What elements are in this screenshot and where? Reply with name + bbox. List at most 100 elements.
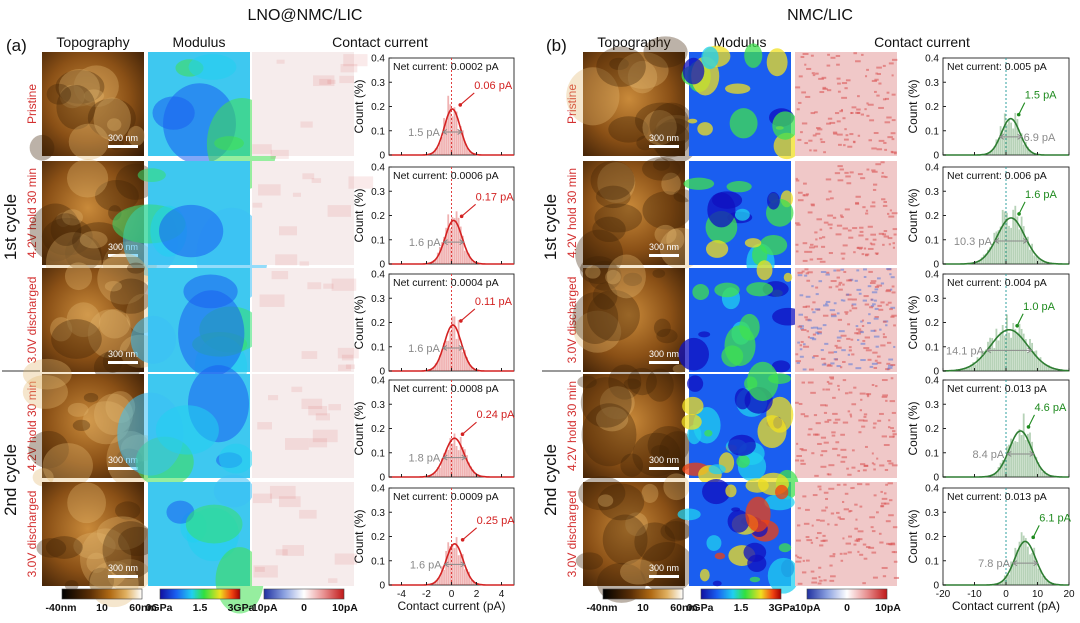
- gaussian-fit-line: [389, 219, 514, 265]
- histogram-bar: [468, 462, 470, 477]
- histogram-bar: [1006, 446, 1008, 477]
- current-speckle: [307, 282, 322, 290]
- scalebar-label: 300 nm: [649, 563, 679, 573]
- histogram-plot: 8.4 pA 4.6 pA Net current: 0.013 pA 0 0.1 0.2…: [906, 376, 1070, 484]
- topography-grain: [83, 89, 105, 103]
- current-speckle: [872, 238, 877, 241]
- y-tick-label: 0.3: [925, 187, 939, 198]
- current-speckle: [837, 90, 841, 93]
- current-speckle: [837, 82, 841, 85]
- current-speckle: [873, 183, 878, 186]
- current-speckle: [820, 436, 827, 439]
- current-speckle: [874, 288, 879, 291]
- current-speckle: [832, 396, 836, 399]
- current-speckle: [810, 54, 814, 57]
- topography-grain: [50, 317, 73, 342]
- current-speckle: [848, 349, 852, 352]
- current-speckle: [882, 575, 887, 578]
- current-speckle: [797, 199, 804, 202]
- current-speckle: [879, 412, 884, 415]
- center-arrowhead: [459, 319, 463, 323]
- histogram-bar: [1012, 128, 1015, 155]
- current-speckle: [817, 532, 822, 535]
- histogram-bar: [451, 316, 454, 371]
- histogram-bar: [468, 571, 470, 585]
- current-speckle: [808, 428, 813, 431]
- current-speckle: [811, 581, 818, 584]
- current-speckle: [863, 413, 868, 416]
- topography-grain: [36, 538, 67, 558]
- current-speckle: [800, 131, 803, 134]
- histogram-bar: [999, 581, 1002, 585]
- topography-grain: [592, 216, 626, 243]
- current-speckle: [313, 75, 335, 87]
- current-speckle: [859, 553, 864, 556]
- y-axis-label: Count (%): [906, 188, 920, 242]
- histogram-bar: [1043, 363, 1046, 371]
- topography-grain: [575, 229, 624, 280]
- current-speckle: [810, 541, 814, 544]
- gaussian-fit-line: [943, 217, 1069, 265]
- modulus-domain: [759, 235, 788, 256]
- y-tick-label: 0.3: [371, 78, 385, 89]
- histogram-bar: [459, 436, 462, 477]
- y-tick-label: 0.3: [371, 187, 385, 198]
- current-speckle: [808, 139, 813, 142]
- current-speckle: [863, 419, 868, 422]
- current-speckle: [819, 91, 825, 94]
- current-speckle: [863, 295, 869, 298]
- histogram-bar: [1037, 256, 1040, 264]
- colorbar-label: 0GPa: [146, 602, 173, 614]
- histogram-bar: [1010, 438, 1012, 477]
- histogram-bar: [970, 364, 973, 371]
- current-speckle: [327, 205, 352, 217]
- current-speckle: [820, 271, 827, 274]
- current-speckle: [339, 75, 355, 84]
- y-axis-label: Count (%): [352, 79, 366, 133]
- current-speckle: [876, 94, 880, 97]
- center-label: 0.11 pA: [475, 296, 513, 308]
- modulus-domain: [701, 46, 719, 70]
- current-speckle: [839, 110, 843, 113]
- topography-grain: [42, 443, 93, 489]
- current-speckle: [839, 552, 843, 555]
- current-speckle: [822, 324, 827, 327]
- center-label: 0.17 pA: [476, 191, 515, 203]
- histogram-bar: [445, 550, 448, 585]
- fwhm-arrowhead: [1011, 560, 1018, 567]
- current-speckle: [800, 462, 806, 465]
- y-tick-label: 0: [933, 151, 939, 162]
- row-label: 3.0V discharged: [565, 277, 579, 364]
- topography-grain: [580, 377, 632, 428]
- current-speckle: [804, 63, 807, 66]
- current-speckle: [848, 363, 853, 366]
- y-tick-label: 0.4: [925, 54, 939, 65]
- current-speckle: [838, 330, 845, 333]
- histogram-bar: [1022, 535, 1025, 585]
- current-speckle: [886, 91, 890, 94]
- current-speckle: [853, 52, 858, 55]
- current-speckle: [795, 177, 798, 180]
- histogram-bar: [964, 368, 966, 371]
- current-speckle: [836, 312, 840, 315]
- modulus-domain: [683, 177, 715, 190]
- current-speckle: [863, 268, 867, 271]
- center-label: 0.24 pA: [477, 409, 516, 421]
- current-speckle: [811, 308, 814, 311]
- topography-grain: [605, 269, 621, 285]
- cycle-label: 2nd cycle: [541, 444, 560, 516]
- current-speckle: [845, 175, 851, 178]
- modulus-domain: [725, 484, 737, 498]
- topography-grain: [595, 406, 629, 432]
- topography-grain: [597, 494, 614, 507]
- current-speckle: [862, 339, 866, 342]
- current-speckle: [888, 499, 893, 502]
- topography-grain: [95, 180, 139, 212]
- current-speckle: [833, 421, 838, 424]
- histogram-bar: [1001, 580, 1004, 585]
- current-speckle: [838, 143, 842, 146]
- current-speckle: [270, 149, 289, 159]
- fwhm-arrowhead: [442, 454, 448, 461]
- row-label: 4.2V hold 30 min: [565, 381, 579, 471]
- histogram-bar: [997, 583, 1000, 585]
